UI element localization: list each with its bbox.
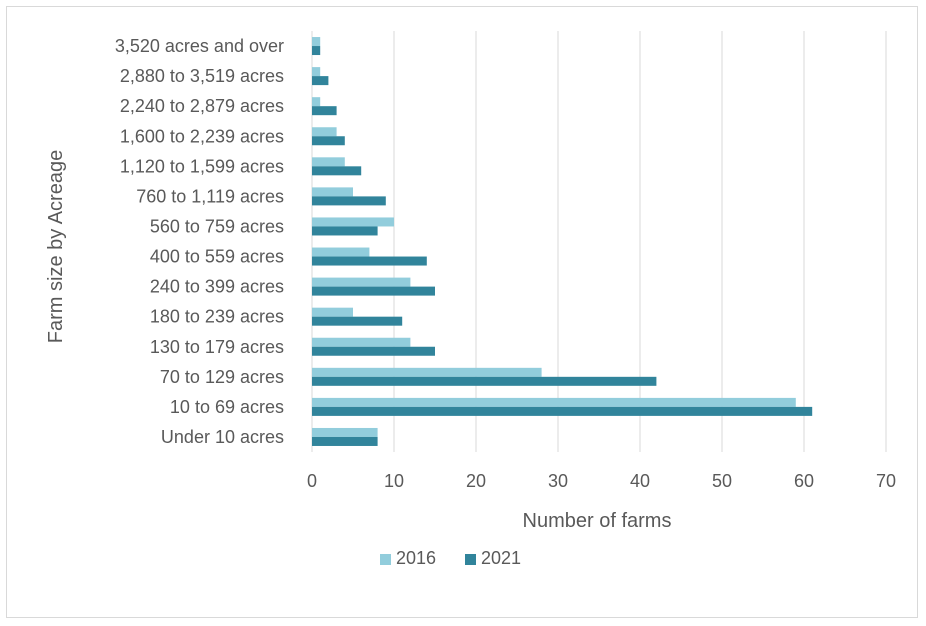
bar-2021 xyxy=(312,46,321,56)
category-label: Under 10 acres xyxy=(161,427,284,447)
x-tick-label: 10 xyxy=(384,471,404,491)
bar-2021 xyxy=(312,166,362,176)
y-axis-title: Farm size by Acreage xyxy=(45,150,67,343)
bar-2021 xyxy=(312,316,403,326)
category-label: 70 to 129 acres xyxy=(160,367,284,387)
bar-2021 xyxy=(312,106,337,116)
category-label: 3,520 acres and over xyxy=(115,36,284,56)
bar-2021 xyxy=(312,196,386,206)
bar-2016 xyxy=(312,277,411,287)
x-tick-labels: 0 10 20 30 40 50 60 70 xyxy=(307,471,896,491)
bar-2016 xyxy=(312,127,337,137)
x-tick-label: 30 xyxy=(548,471,568,491)
bar-2021 xyxy=(312,76,329,86)
category-label: 2,240 to 2,879 acres xyxy=(120,96,284,116)
bar-2016 xyxy=(312,67,321,77)
legend-label-2016: 2016 xyxy=(396,548,436,568)
bar-2016 xyxy=(312,187,353,197)
category-label: 130 to 179 acres xyxy=(150,337,284,357)
bar-2021 xyxy=(312,256,427,266)
category-label: 2,880 to 3,519 acres xyxy=(120,66,284,86)
legend-swatch-2021 xyxy=(465,554,476,565)
legend-label-2021: 2021 xyxy=(481,548,521,568)
bar-2016 xyxy=(312,337,411,347)
bar-2021 xyxy=(312,286,435,296)
bar-2021 xyxy=(312,376,657,386)
bar-2021 xyxy=(312,436,378,446)
category-label: 560 to 759 acres xyxy=(150,216,284,236)
category-label: 1,120 to 1,599 acres xyxy=(120,156,284,176)
bar-2021 xyxy=(312,226,378,236)
x-tick-label: 40 xyxy=(630,471,650,491)
bar-2021 xyxy=(312,136,345,146)
bar-2016 xyxy=(312,157,345,167)
category-label: 240 to 399 acres xyxy=(150,277,284,297)
bars xyxy=(312,37,813,446)
x-axis-title: Number of farms xyxy=(523,510,672,532)
chart-frame xyxy=(6,6,918,618)
bar-2016 xyxy=(312,427,378,437)
x-tick-label: 0 xyxy=(307,471,317,491)
bar-2016 xyxy=(312,397,796,407)
bar-2021 xyxy=(312,406,813,416)
bar-2016 xyxy=(312,217,394,227)
bar-2016 xyxy=(312,97,321,107)
bar-2016 xyxy=(312,247,370,257)
x-tick-label: 60 xyxy=(794,471,814,491)
legend-swatch-2016 xyxy=(380,554,391,565)
x-tick-label: 20 xyxy=(466,471,486,491)
category-label: 1,600 to 2,239 acres xyxy=(120,126,284,146)
gridlines xyxy=(311,31,887,452)
x-tick-label: 50 xyxy=(712,471,732,491)
bar-2021 xyxy=(312,346,435,356)
bar-2016 xyxy=(312,307,353,317)
category-label: 760 to 1,119 acres xyxy=(136,186,284,206)
x-tick-label: 70 xyxy=(876,471,896,491)
category-label: 10 to 69 acres xyxy=(170,397,284,417)
category-labels: Under 10 acres 10 to 69 acres 70 to 129 ac… xyxy=(115,36,284,447)
category-label: 400 to 559 acres xyxy=(150,247,284,267)
category-label: 180 to 239 acres xyxy=(150,307,284,327)
bar-2016 xyxy=(312,37,321,47)
bar-2016 xyxy=(312,367,542,377)
legend: 2016 2021 xyxy=(380,548,521,568)
